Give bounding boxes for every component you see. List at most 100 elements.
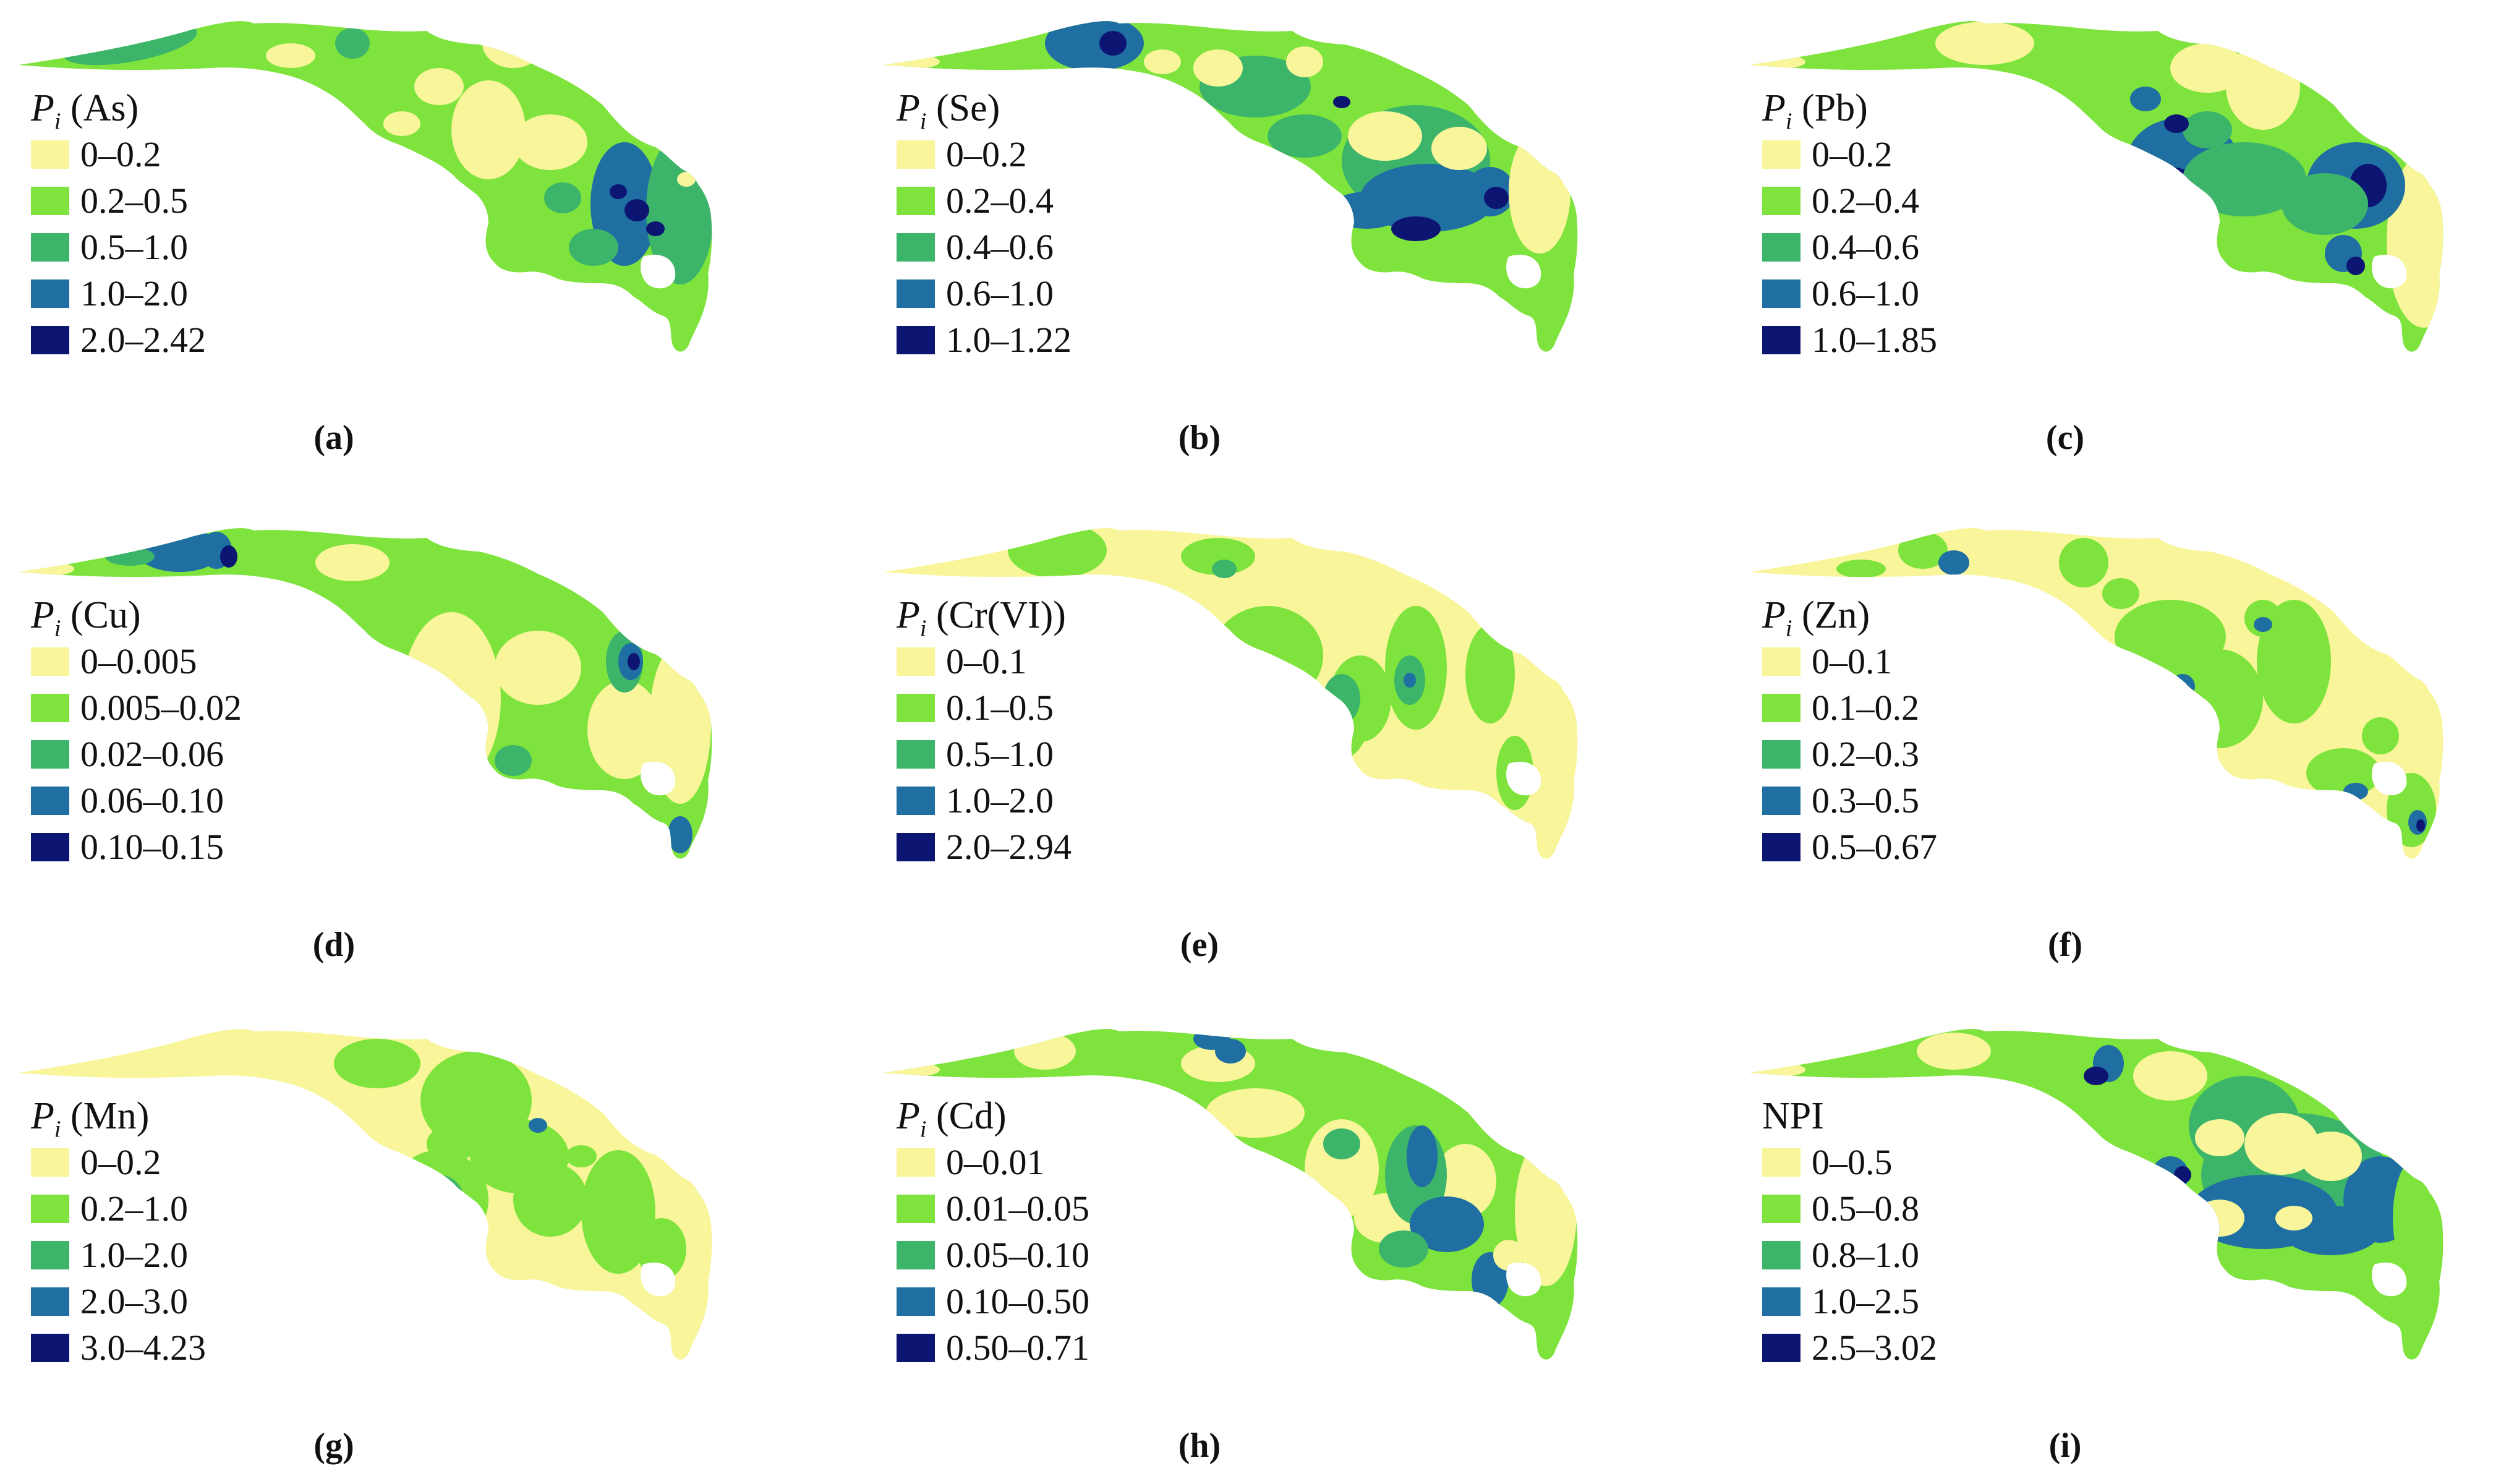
legend: NPI 0–0.5 0.5–0.8 0.8–1.0 1.0–2.5 2.5–3.… <box>1762 1094 1937 1371</box>
concentration-zone <box>677 172 696 187</box>
concentration-zone <box>1333 96 1350 108</box>
concentration-zone <box>1249 1193 1298 1230</box>
legend: Pi (Zn) 0–0.1 0.1–0.2 0.2–0.3 0.3–0.5 0.… <box>1762 594 1937 870</box>
legend-item: 0–0.1 <box>897 638 1072 684</box>
concentration-zone <box>1268 114 1342 158</box>
legend-item: 1.0–2.0 <box>31 270 206 317</box>
legend-range: 0.06–0.10 <box>80 780 224 821</box>
legend-swatch <box>31 693 69 722</box>
map-panel-npi: NPI 0–0.5 0.5–0.8 0.8–1.0 1.0–2.5 2.5–3.… <box>1737 1014 2493 1484</box>
legend-element: (Cu) <box>70 594 141 636</box>
concentration-zone <box>266 43 315 68</box>
concentration-zone <box>1750 1062 1805 1077</box>
legend-swatch <box>897 325 935 354</box>
legend-range: 0.5–0.8 <box>1812 1188 1919 1229</box>
map-inlet-hole <box>2372 761 2407 796</box>
legend-range: 0.10–0.50 <box>946 1281 1089 1321</box>
concentration-zone <box>884 1062 940 1077</box>
legend-swatch <box>1762 786 1800 815</box>
legend-range: 0.6–1.0 <box>1812 273 1919 313</box>
legend-title: Pi (Cu) <box>31 594 242 641</box>
concentration-zone <box>105 547 155 566</box>
legend-item: 0.10–0.50 <box>897 1278 1089 1324</box>
concentration-zone <box>284 607 309 629</box>
concentration-zone <box>2183 142 2306 216</box>
legend-swatch <box>31 1240 69 1269</box>
legend-item: 1.0–2.0 <box>31 1232 206 1278</box>
panel-caption: (c) <box>2045 419 2085 457</box>
concentration-zone <box>383 111 420 136</box>
legend-title: Pi (Cr(VI)) <box>897 594 1072 642</box>
concentration-zone <box>482 21 544 68</box>
legend-item: 0.01–0.05 <box>897 1185 1089 1232</box>
legend-symbol: Pi <box>897 594 927 642</box>
legend-item: 0.3–0.5 <box>1762 777 1937 824</box>
legend-swatch <box>1762 1148 1800 1177</box>
legend-swatch <box>31 232 69 262</box>
legend-item: 0.5–1.0 <box>897 731 1072 777</box>
legend-item: 1.0–1.85 <box>1762 317 1937 363</box>
legend-range: 2.0–2.42 <box>80 320 206 360</box>
legend-element: (Pb) <box>1801 87 1868 129</box>
concentration-zone <box>1045 21 1144 71</box>
legend-swatch <box>31 832 69 861</box>
legend-range: 0–0.2 <box>1812 134 1893 174</box>
legend-range: 0–0.2 <box>946 134 1027 174</box>
legend-range: 0–0.2 <box>80 1142 161 1182</box>
legend-range: 0.10–0.15 <box>80 827 224 867</box>
legend-item: 0.5–0.8 <box>1762 1185 1937 1232</box>
legend-range: 0.6–1.0 <box>946 273 1054 313</box>
concentration-zone <box>1286 46 1323 77</box>
legend-range: 0.4–0.6 <box>946 227 1054 267</box>
legend-swatch <box>1762 1240 1800 1269</box>
legend-range: 0.2–0.3 <box>1812 734 1919 774</box>
legend-element: (Cr(VI)) <box>935 594 1066 636</box>
concentration-zone <box>2195 1119 2244 1156</box>
concentration-zone <box>1917 1033 1991 1070</box>
legend-range: 0.4–0.6 <box>1812 227 1919 267</box>
map-panel-pb: Pi (Pb) 0–0.2 0.2–0.4 0.4–0.6 0.6–1.0 1.… <box>1737 6 2493 476</box>
panel-caption: (f) <box>2048 926 2082 964</box>
legend-swatch <box>1762 832 1800 861</box>
legend-item: 2.0–2.94 <box>897 824 1072 870</box>
legend-swatch <box>897 140 935 169</box>
concentration-zone <box>2164 114 2189 133</box>
legend-swatch <box>31 647 69 676</box>
legend-range: 2.5–3.02 <box>1812 1328 1937 1368</box>
pollution-map-cr <box>884 528 1578 859</box>
concentration-zone <box>544 182 581 213</box>
legend-swatch <box>1762 1287 1800 1316</box>
legend-range: 0–0.1 <box>1812 641 1893 681</box>
legend-range: 0.50–0.71 <box>946 1328 1089 1368</box>
legend-element: NPI <box>1762 1095 1824 1137</box>
concentration-zone <box>2133 1051 2207 1101</box>
concentration-zone <box>1750 54 1805 69</box>
concentration-zone <box>495 745 532 776</box>
concentration-zone <box>1144 49 1181 74</box>
concentration-zone <box>1099 31 1127 56</box>
concentration-zone <box>1484 187 1509 209</box>
legend-range: 0.1–0.2 <box>1812 688 1919 728</box>
map-inlet-hole <box>1506 761 1541 796</box>
concentration-zone <box>1404 673 1416 688</box>
concentration-zone <box>2416 819 2425 832</box>
legend-range: 0–0.005 <box>80 641 197 681</box>
legend-item: 1.0–2.5 <box>1762 1278 1937 1324</box>
legend-swatch <box>31 786 69 815</box>
concentration-zone <box>1898 532 1948 569</box>
legend-swatch <box>31 1287 69 1316</box>
legend-swatch <box>897 1333 935 1362</box>
legend-swatch <box>897 232 935 262</box>
legend-item: 0–0.1 <box>1762 638 1937 684</box>
legend-swatch <box>31 325 69 354</box>
concentration-zone <box>2170 43 2244 93</box>
panel-caption: (a) <box>313 419 354 457</box>
legend-swatch <box>897 740 935 769</box>
concentration-zone <box>1836 560 1886 578</box>
concentration-zone <box>328 711 377 761</box>
concentration-zone <box>2158 662 2207 711</box>
concentration-zone <box>19 561 74 576</box>
legend-item: 0.2–0.4 <box>897 177 1072 224</box>
concentration-zone <box>1008 528 1107 578</box>
legend-item: 0.2–0.3 <box>1762 731 1937 777</box>
